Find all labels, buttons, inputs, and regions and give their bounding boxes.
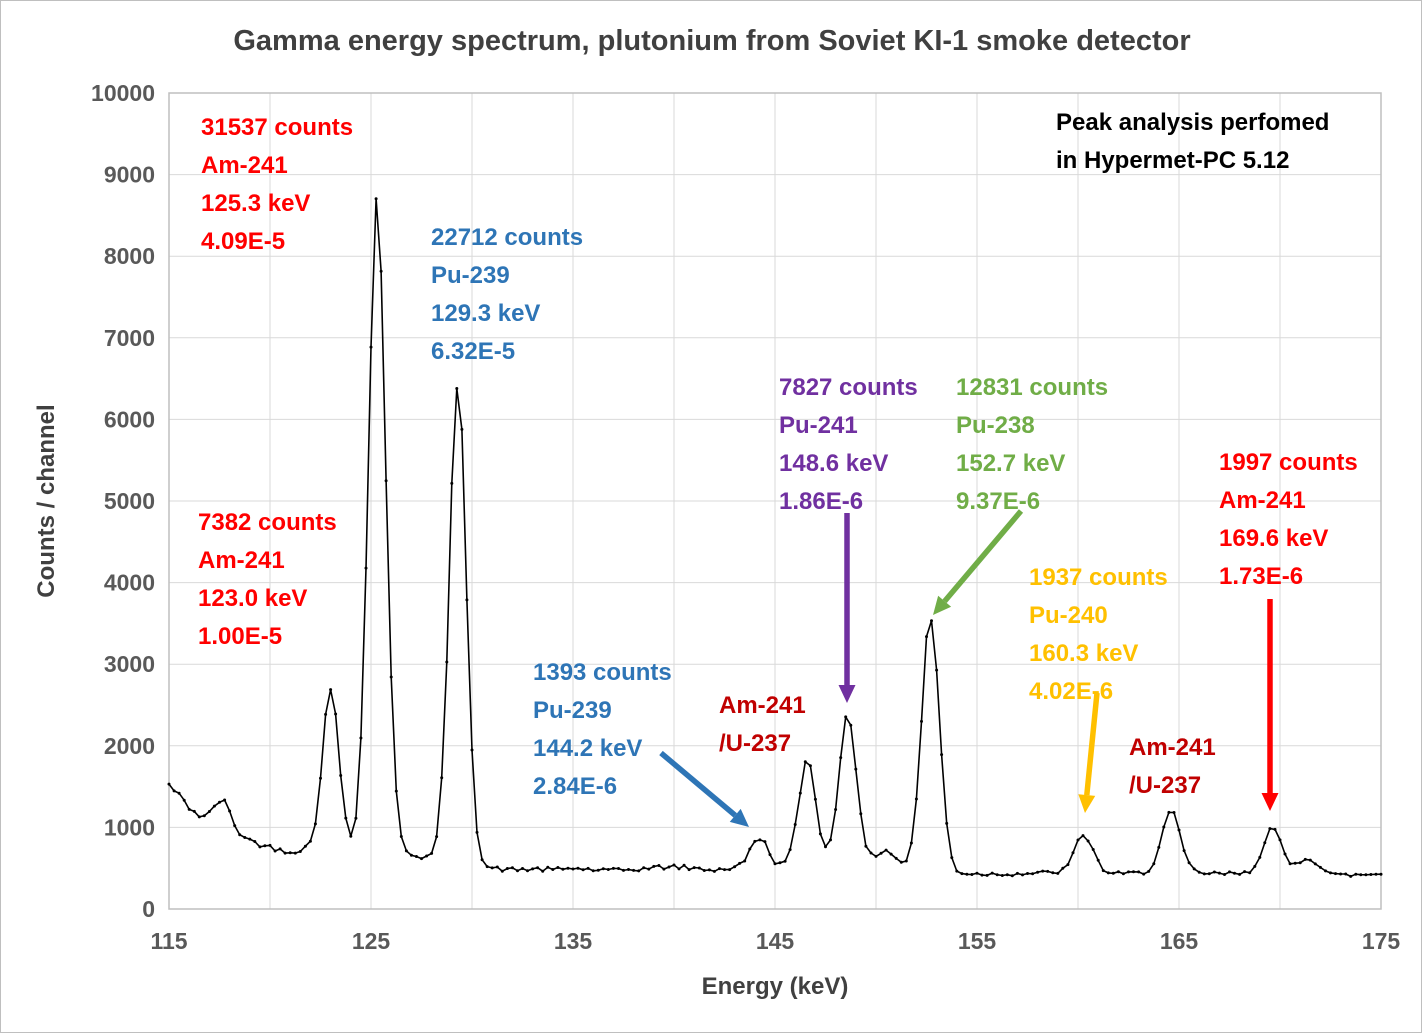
- svg-text:165: 165: [1160, 928, 1199, 954]
- data-point-markers: [167, 197, 1383, 878]
- svg-text:6000: 6000: [104, 406, 155, 432]
- svg-text:125: 125: [352, 928, 391, 954]
- svg-text:1000: 1000: [104, 814, 155, 840]
- svg-text:10000: 10000: [91, 80, 155, 106]
- svg-text:0: 0: [142, 896, 155, 922]
- annotation-am241-169-6: 1997 counts Am-241 169.6 keV 1.73E-6: [1219, 449, 1358, 590]
- svg-text:155: 155: [958, 928, 997, 954]
- svg-text:2000: 2000: [104, 733, 155, 759]
- annotation-pu239-144-2: 1393 counts Pu-239 144.2 keV 2.84E-6: [533, 659, 672, 800]
- plot-border: [168, 92, 1382, 910]
- svg-text:5000: 5000: [104, 488, 155, 514]
- annotation-am241-123-0: 7382 counts Am-241 123.0 keV 1.00E-5: [198, 509, 337, 650]
- x-axis-title: Energy (keV): [701, 973, 849, 1000]
- svg-text:4000: 4000: [104, 570, 155, 596]
- svg-text:175: 175: [1362, 928, 1401, 954]
- annotation-pu241-148-6: 7827 counts Pu-241 148.6 keV 1.86E-6: [779, 374, 918, 515]
- svg-text:9000: 9000: [104, 162, 155, 188]
- svg-text:8000: 8000: [104, 243, 155, 269]
- annotation-pu239-129-3: 22712 counts Pu-239 129.3 keV 6.32E-5: [431, 224, 584, 365]
- svg-text:145: 145: [756, 928, 795, 954]
- gridlines: [169, 93, 1381, 909]
- annotation-pu238-152-7: 12831 counts Pu-238 152.7 keV 9.37E-6: [956, 374, 1109, 515]
- chart-title: Gamma energy spectrum, plutonium from So…: [233, 25, 1191, 57]
- x-axis-tick-labels: 115 125 135 145 155 165 175: [150, 928, 1400, 954]
- annotation-am241-u237-146: Am-241 /U-237: [719, 692, 806, 757]
- annotation-am241-u237-164: Am-241 /U-237: [1129, 734, 1216, 799]
- svg-text:3000: 3000: [104, 651, 155, 677]
- y-axis-tick-labels: 0 1000 2000 3000 4000 5000 6000 7000 8000 9000 100…: [91, 80, 155, 922]
- annotation-arrows: [659, 509, 1279, 827]
- svg-text:135: 135: [554, 928, 593, 954]
- annotation-pu240-160-3: 1937 counts Pu-240 160.3 keV 4.02E-6: [1029, 564, 1168, 705]
- annotation-peak-analysis-note: Peak analysis perfomed in Hypermet-PC 5.…: [1056, 109, 1330, 174]
- svg-text:115: 115: [150, 928, 187, 954]
- annotation-am241-125-3: 31537 counts Am-241 125.3 keV 4.09E-5: [201, 114, 354, 255]
- svg-text:7000: 7000: [104, 325, 155, 351]
